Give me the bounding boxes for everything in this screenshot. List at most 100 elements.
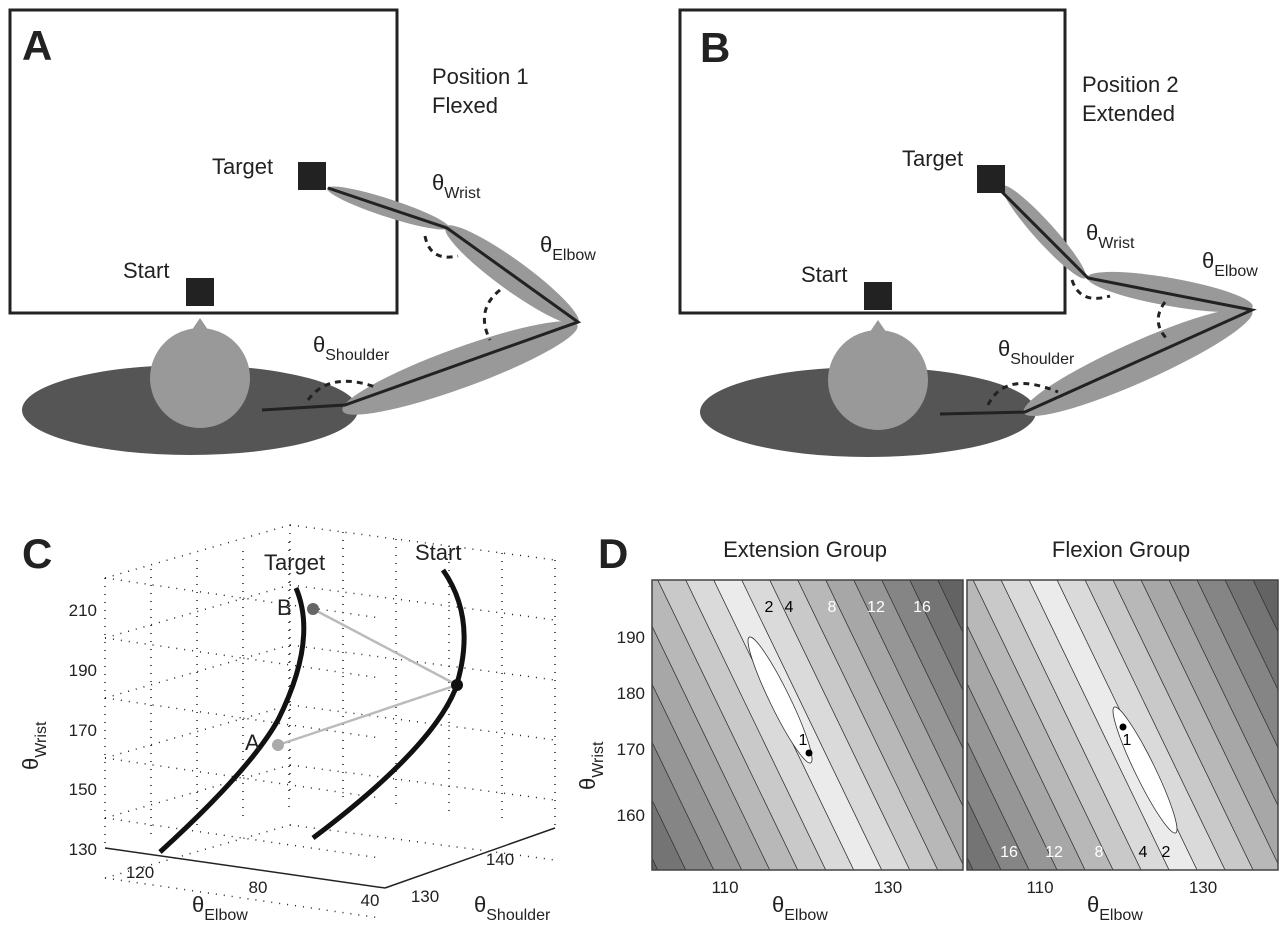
symbol: θ <box>1202 248 1214 273</box>
angle-label: θShoulder <box>474 892 551 924</box>
grid-line <box>105 645 290 698</box>
angle-label: θWrist <box>575 741 607 790</box>
subscript: Shoulder <box>1010 351 1075 368</box>
angle-label: θWrist <box>432 170 481 202</box>
contour-label: 8 <box>1095 844 1104 861</box>
point-a <box>272 739 284 751</box>
z-tick-label: 130 <box>411 887 439 906</box>
y-tick-label: 170 <box>617 740 645 759</box>
screen <box>10 10 397 313</box>
subscript: Elbow <box>204 907 248 924</box>
contour-label: 12 <box>1045 844 1063 861</box>
start-point <box>451 679 463 691</box>
panel-letter: D <box>598 530 628 577</box>
posture-label: Flexed <box>432 93 498 118</box>
start-square <box>186 278 214 306</box>
target-square <box>298 162 326 190</box>
grid-line <box>290 585 555 620</box>
y-tick-label: 170 <box>69 721 97 740</box>
point-label: B <box>277 595 292 620</box>
contour-label: 16 <box>913 599 931 616</box>
contour-label: 4 <box>1139 844 1148 861</box>
symbol: θ <box>192 892 204 917</box>
symbol: θ <box>540 232 552 257</box>
y-tick-label: 190 <box>617 628 645 647</box>
angle-label: θElbow <box>1087 892 1143 924</box>
subscript: Shoulder <box>325 347 390 364</box>
min-point <box>806 750 813 757</box>
symbol: θ <box>1086 220 1098 245</box>
subscript: Elbow <box>552 247 596 264</box>
x-tick-label: 40 <box>361 891 380 910</box>
subscript: Wrist <box>1098 235 1135 252</box>
angle-label: θElbow <box>772 892 828 924</box>
x-tick-label: 130 <box>1189 878 1217 897</box>
angle-label: θShoulder <box>998 336 1075 368</box>
start-label: Start <box>801 262 847 287</box>
head <box>828 330 928 430</box>
plot-title: Extension Group <box>723 537 887 562</box>
contour-label: 4 <box>785 599 794 616</box>
target-label: Target <box>902 146 963 171</box>
y-tick-label: 160 <box>617 806 645 825</box>
contour-label: 1 <box>799 732 808 749</box>
z-tick-label: 140 <box>486 850 514 869</box>
angle-label: θElbow <box>192 892 248 924</box>
grid-line <box>105 765 290 818</box>
contour-band <box>452 560 639 890</box>
grid-line <box>105 818 380 858</box>
grid-line <box>290 645 555 680</box>
x-tick-label: 80 <box>249 878 268 897</box>
y-tick-label: 150 <box>69 780 97 799</box>
connector <box>278 685 457 745</box>
connector <box>313 609 457 685</box>
position-label: Position 2 <box>1082 72 1179 97</box>
angle-label: θShoulder <box>313 332 390 364</box>
upper-arm <box>336 306 585 429</box>
subscript: Wrist <box>444 185 481 202</box>
angle-label: θElbow <box>540 232 596 264</box>
symbol: θ <box>313 332 325 357</box>
position-label: Position 1 <box>432 64 529 89</box>
figure: A Position 1 Flexed Target Start B Posit… <box>0 0 1286 928</box>
contour-label: 2 <box>765 599 774 616</box>
contour-label: 2 <box>1162 844 1171 861</box>
start-label: Start <box>415 540 461 565</box>
subscript: Shoulder <box>486 907 551 924</box>
screen <box>680 10 1065 313</box>
y-tick-label: 180 <box>617 684 645 703</box>
grid-line <box>290 765 555 800</box>
axis <box>385 828 555 888</box>
target-label: Target <box>264 550 325 575</box>
subscript: Wrist <box>33 721 50 758</box>
panel-letter: B <box>700 24 730 71</box>
target-square <box>977 165 1005 193</box>
posture-label: Extended <box>1082 101 1175 126</box>
y-tick-label: 130 <box>69 840 97 859</box>
grid-line <box>290 705 555 740</box>
symbol: θ <box>1087 892 1099 917</box>
symbol: θ <box>432 170 444 195</box>
head <box>150 328 250 428</box>
x-tick-label: 110 <box>1026 878 1053 897</box>
angle-arc <box>484 290 500 340</box>
symbol: θ <box>18 758 43 770</box>
grid-line <box>105 525 290 578</box>
x-tick-label: 110 <box>711 878 738 897</box>
subscript: Wrist <box>590 741 607 778</box>
subscript: Elbow <box>784 907 828 924</box>
subscript: Elbow <box>1214 263 1258 280</box>
point-b <box>307 603 319 615</box>
contour-label: 16 <box>1000 844 1018 861</box>
min-point <box>1120 724 1127 731</box>
target-curve <box>160 588 304 852</box>
x-tick-label: 120 <box>126 863 154 882</box>
angle-label: θWrist <box>1086 220 1135 252</box>
angle-label: θElbow <box>1202 248 1258 280</box>
subscript: Elbow <box>1099 907 1143 924</box>
x-tick-label: 130 <box>874 878 902 897</box>
point-label: A <box>245 730 260 755</box>
contour-band <box>480 560 667 890</box>
contour-label: 1 <box>1123 732 1132 749</box>
y-tick-label: 210 <box>69 601 97 620</box>
